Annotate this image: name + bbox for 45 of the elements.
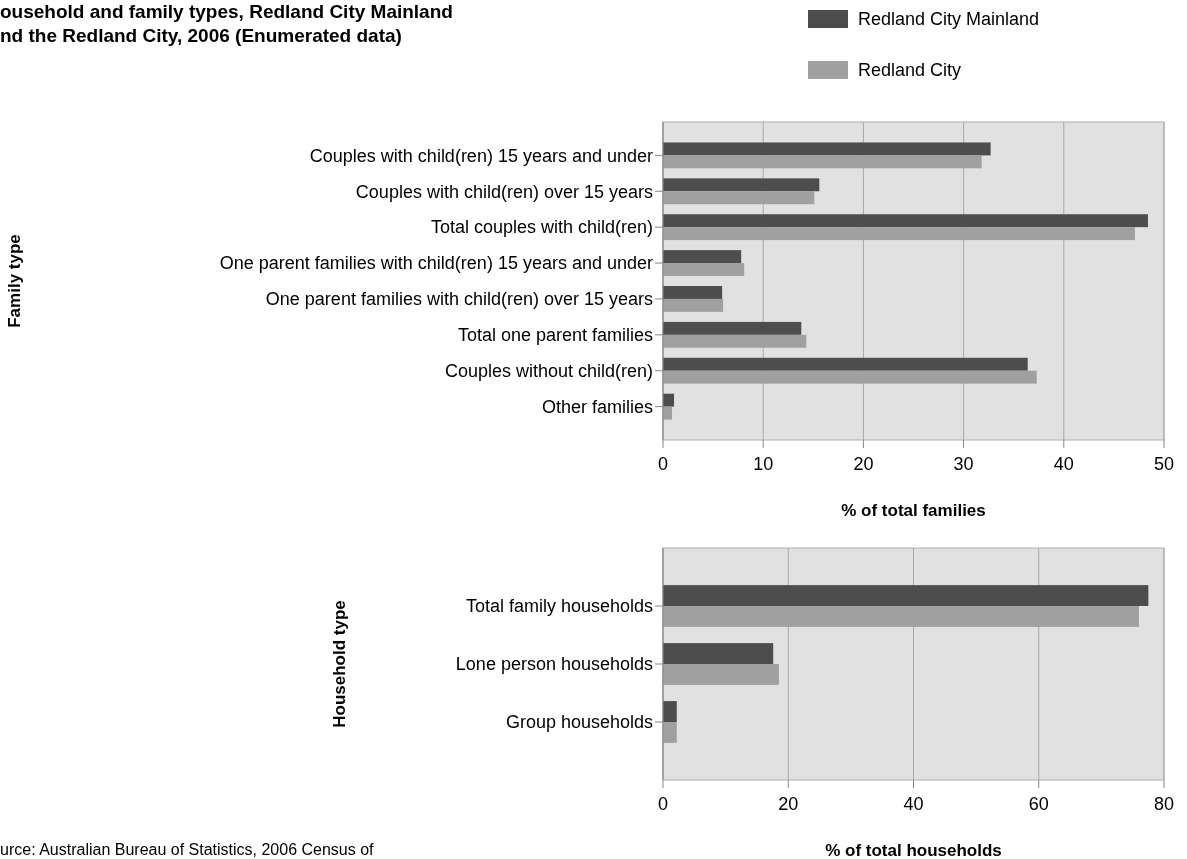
bar <box>663 585 1149 606</box>
y-tick-label: Total one parent families <box>457 325 653 346</box>
bar <box>663 321 802 335</box>
bar <box>663 142 991 156</box>
bar <box>663 214 1148 228</box>
bar <box>663 643 774 664</box>
x-tick-label: 20 <box>853 454 874 474</box>
bar <box>663 722 677 743</box>
bar <box>663 263 745 276</box>
y-tick-label: Total couples with child(ren) <box>430 217 653 238</box>
x-tick-label: 20 <box>778 794 799 814</box>
y-tick-label: Lone person households <box>455 654 653 675</box>
y-tick-label: One parent families with child(ren) over 15 years <box>265 289 653 310</box>
bar <box>663 357 1028 371</box>
legend-label: Redland City <box>858 60 962 81</box>
y-tick-label: Total family households <box>465 596 653 617</box>
y-axis-title: Household type <box>330 600 349 728</box>
legend-label: Redland City Mainland <box>858 9 1040 30</box>
x-tick-label: 80 <box>1153 794 1175 814</box>
x-tick-label: 50 <box>1153 454 1175 474</box>
text: ousehold and family types, Redland City Mainland nd the Redland City, 2006 (Enumerated data) <box>0 1 453 46</box>
bar <box>663 250 742 264</box>
y-tick-label: Couples without child(ren) <box>444 361 653 382</box>
bar <box>663 664 779 685</box>
text: urce: Australian Bureau of Statistics, 2006 Census of <box>0 841 375 858</box>
x-tick-label: 30 <box>953 454 974 474</box>
y-tick-label: One parent families with child(ren) 15 years and under <box>219 253 653 274</box>
bar <box>663 286 723 299</box>
x-axis-title: % of total households <box>825 841 1002 859</box>
bar <box>663 393 675 407</box>
y-tick-label: Other families <box>541 396 653 417</box>
y-tick-label: Group households <box>505 712 653 733</box>
bar <box>663 701 677 722</box>
x-tick-label: 10 <box>753 454 774 474</box>
bar <box>663 178 820 192</box>
x-axis-title: % of total families <box>841 501 986 520</box>
x-tick-label: 0 <box>657 454 669 474</box>
y-axis-title: Family type <box>5 234 24 328</box>
x-tick-label: 60 <box>1028 794 1049 814</box>
y-tick-label: Couples with child(ren) 15 years and under <box>309 145 653 166</box>
x-tick-label: 40 <box>903 794 924 814</box>
bar <box>663 298 724 312</box>
x-tick-label: 0 <box>657 794 669 814</box>
y-tick-label: Couples with child(ren) over 15 years <box>355 181 653 202</box>
x-tick-label: 40 <box>1053 454 1074 474</box>
